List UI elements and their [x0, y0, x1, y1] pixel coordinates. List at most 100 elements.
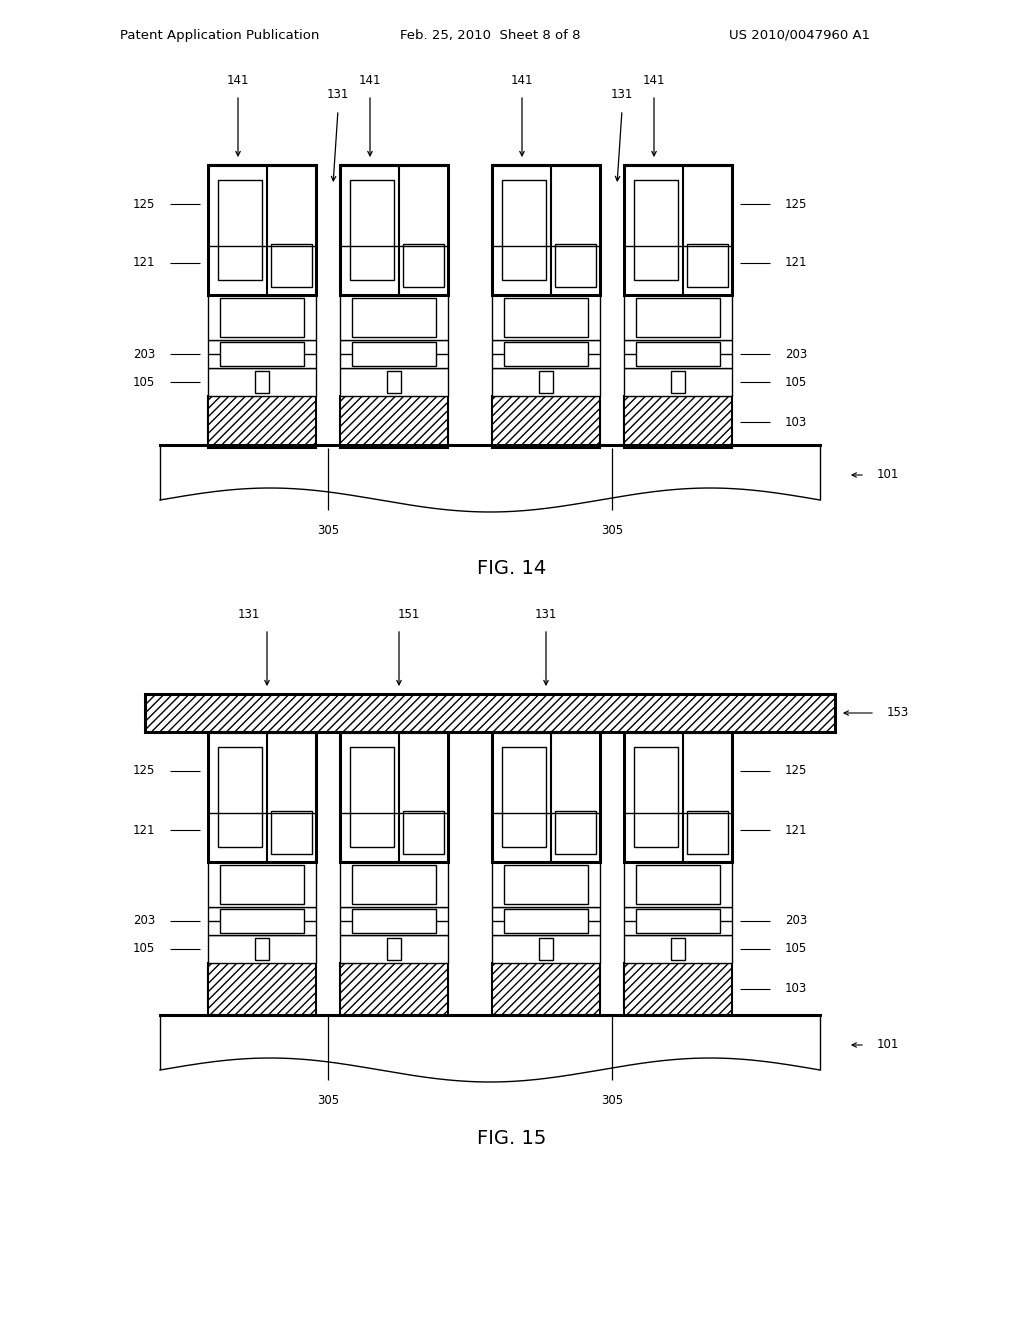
- Bar: [624, 862, 732, 907]
- Bar: [220, 342, 304, 366]
- Text: 121: 121: [132, 824, 155, 837]
- Bar: [208, 294, 316, 341]
- Bar: [350, 180, 394, 280]
- Text: 131: 131: [238, 609, 260, 622]
- Bar: [271, 244, 312, 286]
- Text: 105: 105: [785, 375, 807, 388]
- Bar: [687, 244, 728, 286]
- Bar: [218, 747, 262, 847]
- Bar: [492, 165, 600, 294]
- Bar: [624, 964, 732, 1015]
- Bar: [492, 368, 600, 396]
- Bar: [340, 165, 449, 294]
- Text: 203: 203: [785, 347, 807, 360]
- Bar: [208, 964, 316, 1015]
- Bar: [502, 747, 546, 847]
- Text: 103: 103: [785, 416, 807, 429]
- Text: 105: 105: [785, 942, 807, 956]
- Text: 141: 141: [358, 74, 381, 87]
- Text: 121: 121: [785, 824, 808, 837]
- Bar: [352, 342, 436, 366]
- Bar: [504, 909, 588, 933]
- Bar: [340, 862, 449, 907]
- Text: 125: 125: [785, 198, 807, 210]
- Bar: [539, 939, 553, 960]
- Bar: [208, 396, 316, 447]
- Bar: [340, 964, 449, 1015]
- Bar: [624, 396, 732, 447]
- Text: 125: 125: [133, 198, 155, 210]
- Bar: [624, 733, 732, 862]
- Bar: [624, 294, 732, 341]
- Bar: [271, 810, 312, 854]
- Bar: [504, 298, 588, 337]
- Bar: [555, 244, 596, 286]
- Bar: [687, 810, 728, 854]
- Text: 101: 101: [877, 469, 899, 482]
- Text: 101: 101: [877, 1039, 899, 1052]
- Text: 131: 131: [327, 88, 349, 102]
- Bar: [208, 733, 316, 862]
- Bar: [504, 342, 588, 366]
- Text: 305: 305: [601, 524, 623, 536]
- Bar: [555, 810, 596, 854]
- Text: 131: 131: [610, 88, 633, 102]
- Bar: [340, 935, 449, 964]
- Bar: [220, 298, 304, 337]
- Text: 305: 305: [317, 524, 339, 536]
- Bar: [624, 165, 732, 294]
- Bar: [492, 964, 600, 1015]
- Bar: [208, 907, 316, 935]
- Text: 203: 203: [785, 915, 807, 928]
- Bar: [671, 939, 685, 960]
- Bar: [340, 368, 449, 396]
- Bar: [340, 341, 449, 368]
- Bar: [636, 298, 720, 337]
- Bar: [492, 862, 600, 907]
- Bar: [340, 294, 449, 341]
- Bar: [208, 368, 316, 396]
- Bar: [387, 371, 401, 393]
- Bar: [403, 810, 444, 854]
- Text: 105: 105: [133, 375, 155, 388]
- Text: 103: 103: [785, 982, 807, 995]
- Bar: [624, 935, 732, 964]
- Bar: [492, 733, 600, 862]
- Text: US 2010/0047960 A1: US 2010/0047960 A1: [729, 29, 870, 41]
- Bar: [492, 907, 600, 935]
- Bar: [208, 341, 316, 368]
- Bar: [350, 747, 394, 847]
- Text: 141: 141: [511, 74, 534, 87]
- Bar: [502, 180, 546, 280]
- Bar: [624, 907, 732, 935]
- Bar: [255, 371, 269, 393]
- Bar: [352, 298, 436, 337]
- Text: 203: 203: [133, 347, 155, 360]
- Bar: [492, 935, 600, 964]
- Text: Feb. 25, 2010  Sheet 8 of 8: Feb. 25, 2010 Sheet 8 of 8: [399, 29, 581, 41]
- Bar: [208, 165, 316, 294]
- Text: Patent Application Publication: Patent Application Publication: [120, 29, 319, 41]
- Text: 153: 153: [887, 706, 909, 719]
- Bar: [208, 935, 316, 964]
- Bar: [208, 862, 316, 907]
- Bar: [492, 396, 600, 447]
- Bar: [671, 371, 685, 393]
- Text: 125: 125: [133, 764, 155, 777]
- Bar: [220, 909, 304, 933]
- Text: 141: 141: [643, 74, 666, 87]
- Bar: [340, 396, 449, 447]
- Text: 125: 125: [785, 764, 807, 777]
- Bar: [403, 244, 444, 286]
- Bar: [220, 865, 304, 904]
- Bar: [492, 294, 600, 341]
- Text: 203: 203: [133, 915, 155, 928]
- Text: FIG. 15: FIG. 15: [477, 1129, 547, 1147]
- Bar: [634, 180, 678, 280]
- Text: 105: 105: [133, 942, 155, 956]
- Text: FIG. 14: FIG. 14: [477, 558, 547, 578]
- Bar: [218, 180, 262, 280]
- Bar: [340, 907, 449, 935]
- Bar: [352, 865, 436, 904]
- Text: 121: 121: [785, 256, 808, 269]
